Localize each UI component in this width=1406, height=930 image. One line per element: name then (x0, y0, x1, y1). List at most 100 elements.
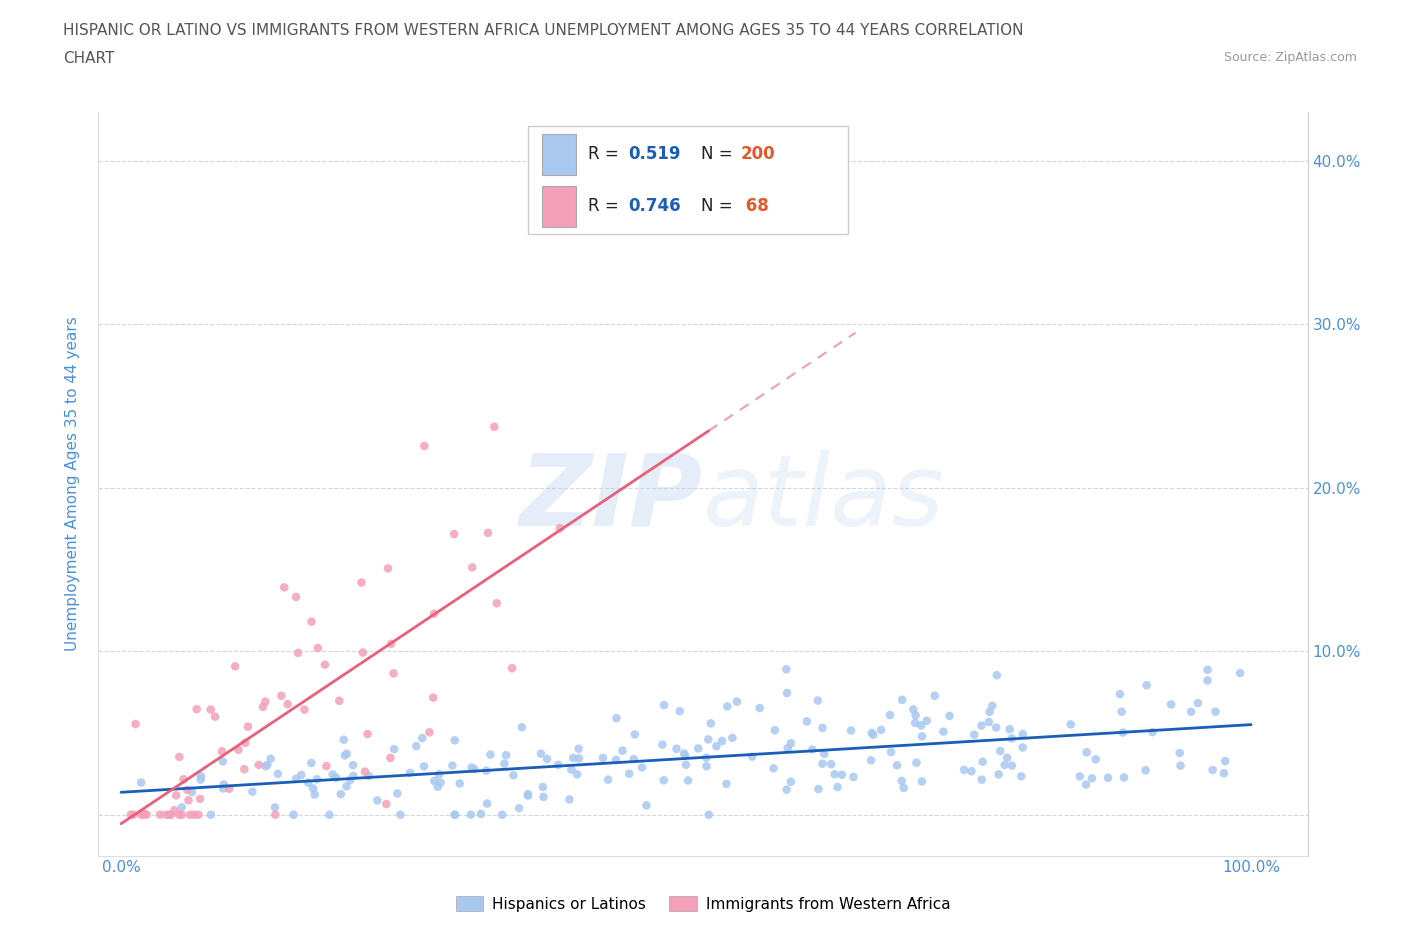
Point (711, 734, 734, 749)
Point (1170, 758, 1192, 773)
Point (254, 694, 277, 709)
Point (183, 807, 205, 822)
Point (568, 741, 591, 756)
Point (695, 751, 717, 765)
Point (441, 758, 464, 773)
Point (932, 724, 955, 739)
Point (477, 525, 499, 540)
Point (204, 710, 226, 724)
Point (260, 751, 283, 766)
Point (329, 787, 352, 802)
Text: R =: R = (588, 197, 619, 216)
FancyBboxPatch shape (543, 186, 576, 227)
Point (389, 807, 412, 822)
Point (399, 765, 422, 780)
Point (994, 757, 1017, 772)
Point (624, 727, 647, 742)
Point (972, 754, 994, 769)
Point (285, 771, 308, 786)
Point (325, 770, 347, 785)
Point (186, 702, 208, 717)
Point (820, 757, 842, 772)
Y-axis label: Unemployment Among Ages 35 to 44 years: Unemployment Among Ages 35 to 44 years (65, 316, 80, 651)
Point (129, 775, 152, 790)
Point (375, 796, 398, 811)
Point (688, 741, 710, 756)
Point (910, 718, 932, 733)
Point (1160, 697, 1182, 711)
Point (986, 720, 1008, 735)
Point (491, 807, 513, 822)
Point (256, 757, 278, 772)
Point (721, 730, 744, 745)
Point (531, 779, 554, 794)
Point (120, 807, 142, 822)
Point (1069, 769, 1091, 784)
Point (277, 697, 299, 711)
Point (673, 749, 696, 764)
Point (1001, 731, 1024, 746)
Point (1112, 725, 1135, 740)
Point (122, 807, 145, 822)
Point (177, 792, 200, 807)
Point (285, 590, 308, 604)
Point (314, 658, 336, 672)
Point (187, 807, 209, 822)
Point (533, 790, 555, 804)
Point (218, 781, 240, 796)
Point (501, 661, 523, 676)
Point (903, 702, 925, 717)
Point (776, 741, 799, 756)
Point (1074, 777, 1097, 792)
Point (159, 807, 181, 822)
Point (264, 807, 287, 822)
Point (893, 780, 915, 795)
Point (605, 752, 627, 767)
Point (380, 751, 402, 765)
Point (1229, 666, 1251, 681)
Text: 68: 68 (741, 197, 769, 216)
Point (167, 807, 190, 822)
Point (252, 699, 274, 714)
Point (695, 759, 717, 774)
Point (502, 768, 524, 783)
Point (190, 769, 212, 784)
Point (807, 781, 830, 796)
Point (336, 747, 359, 762)
Point (179, 807, 201, 822)
Point (911, 729, 934, 744)
Point (665, 741, 688, 756)
Point (762, 761, 785, 776)
Point (697, 807, 720, 822)
Point (350, 575, 373, 590)
Point (870, 723, 893, 737)
Point (986, 668, 1008, 683)
Point (879, 708, 901, 723)
Point (405, 738, 427, 753)
Text: Source: ZipAtlas.com: Source: ZipAtlas.com (1223, 51, 1357, 64)
Point (605, 711, 627, 725)
Point (294, 702, 316, 717)
Point (233, 736, 256, 751)
Point (254, 759, 277, 774)
Point (149, 807, 172, 822)
Point (190, 772, 212, 787)
FancyBboxPatch shape (527, 126, 848, 234)
Point (862, 727, 884, 742)
Text: CHART: CHART (63, 51, 115, 66)
Point (356, 726, 378, 741)
Text: HISPANIC OR LATINO VS IMMIGRANTS FROM WESTERN AFRICA UNEMPLOYMENT AMONG AGES 35 : HISPANIC OR LATINO VS IMMIGRANTS FROM WE… (63, 23, 1024, 38)
Point (558, 792, 581, 807)
Point (1180, 704, 1202, 719)
Point (1010, 769, 1032, 784)
Point (460, 807, 482, 822)
Point (811, 721, 834, 736)
Point (673, 746, 696, 761)
Point (904, 715, 927, 730)
Point (780, 736, 803, 751)
Point (675, 757, 697, 772)
Point (366, 793, 388, 808)
Point (299, 755, 322, 770)
Point (560, 763, 582, 777)
Point (387, 786, 409, 801)
